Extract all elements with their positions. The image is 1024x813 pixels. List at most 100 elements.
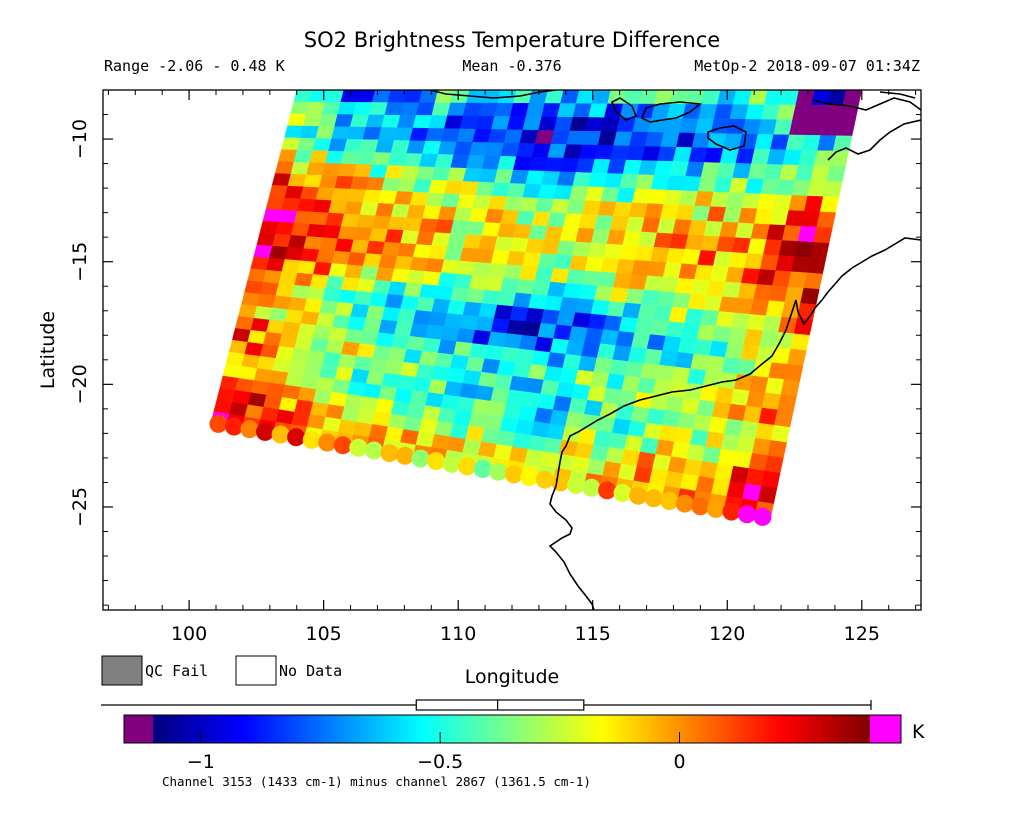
- swath-pixel: [440, 259, 461, 275]
- satellite-time-text: MetOp-2 2018-09-07 01:34Z: [694, 57, 920, 75]
- swath-pixel: [525, 307, 545, 324]
- swath-pixel: [275, 283, 295, 298]
- swath-edge-footprint: [240, 420, 259, 439]
- swath-pixel: [493, 304, 514, 321]
- swath-pixel: [406, 269, 426, 285]
- swath-pixel: [372, 411, 392, 428]
- swath-pixel: [287, 234, 307, 249]
- swath-pixel: [842, 90, 863, 106]
- swath-pixel: [250, 380, 270, 396]
- swath-pixel: [519, 197, 539, 212]
- swath-pixel: [284, 309, 305, 324]
- colorbar-gradient: [153, 715, 871, 743]
- swath-edge-footprint: [629, 486, 648, 505]
- swath-pixel: [297, 387, 317, 403]
- swath-edge-footprint: [660, 492, 679, 510]
- swath-pixel: [347, 316, 367, 332]
- swath-pixel: [334, 175, 354, 190]
- swath-pixel: [263, 394, 283, 410]
- swath-pixel: [331, 314, 351, 330]
- swath-pixel: [509, 169, 530, 185]
- swath-pixel: [272, 358, 292, 373]
- swath-edge-footprint: [691, 497, 710, 516]
- swath-pixel: [312, 199, 332, 214]
- swath-pixel: [241, 353, 261, 369]
- swath-pixel: [287, 297, 308, 312]
- swath-pixel: [475, 316, 495, 333]
- swath-edge-footprint: [738, 505, 756, 524]
- swath-pixel: [447, 233, 467, 249]
- qc-fail-label: QC Fail: [145, 662, 208, 680]
- swath-pixel: [774, 409, 794, 428]
- swath-pixel: [322, 224, 342, 239]
- swath-pixel: [306, 349, 326, 365]
- swath-pixel: [512, 362, 532, 379]
- no-data-swatch: [235, 655, 277, 686]
- swath-edge-footprint: [535, 470, 554, 489]
- swath-pixel: [315, 187, 335, 201]
- swath-pixel: [231, 328, 252, 343]
- swath-pixel: [403, 217, 423, 232]
- swath-pixel: [294, 272, 314, 287]
- swath-pixel: [777, 394, 797, 413]
- swath-edge-footprint: [442, 454, 461, 473]
- x-tick-label: 105: [306, 623, 342, 645]
- swath-pixel: [253, 368, 273, 384]
- swath-pixel: [434, 285, 454, 301]
- swath-pixel: [425, 392, 445, 409]
- swath-pixel: [764, 455, 784, 474]
- swath-pixel: [347, 252, 367, 267]
- swath-edge-footprint: [644, 489, 663, 508]
- swath-pixel: [509, 237, 529, 253]
- swath-pixel: [340, 406, 361, 423]
- coastline-island-4: [827, 119, 921, 161]
- swath-pixel: [813, 226, 833, 244]
- swath-pixel: [325, 212, 345, 227]
- swath-pixel: [531, 211, 551, 227]
- swath-pixel: [259, 220, 279, 235]
- swath-pixel: [384, 229, 404, 244]
- swath-pixel: [353, 290, 373, 306]
- swath-pixel: [222, 363, 242, 379]
- swath-pixel: [412, 179, 433, 194]
- swath-pixel: [331, 250, 351, 266]
- swath-pixel: [312, 325, 333, 340]
- swath-edge-footprint: [349, 438, 368, 457]
- swath-pixel: [770, 424, 791, 443]
- swath-edge-footprint: [209, 414, 228, 433]
- swath-pixel: [337, 353, 358, 370]
- swath-pixel: [365, 240, 386, 255]
- swath-pixel: [584, 186, 605, 202]
- swath-pixel: [303, 298, 323, 314]
- swath-pixel: [281, 259, 301, 274]
- swath-pixel: [403, 348, 423, 365]
- swath-pixel: [394, 321, 414, 337]
- swath-pixel: [836, 120, 856, 137]
- swath-pixel: [319, 300, 339, 315]
- swath-pixel: [306, 162, 326, 176]
- swath-pixel: [234, 316, 255, 331]
- swath-pixel: [422, 271, 442, 287]
- swath-pixel: [344, 393, 364, 410]
- swath-pixel: [490, 249, 511, 265]
- swath-pixel: [322, 351, 342, 367]
- swath-pixel: [519, 265, 539, 281]
- swath-pixel: [509, 306, 529, 322]
- swath-pixel: [253, 244, 273, 259]
- swath-pixel: [369, 357, 389, 374]
- swath-pixel: [767, 440, 787, 459]
- swath-pixel: [537, 253, 558, 269]
- x-tick-label: 125: [844, 623, 880, 645]
- swath-pixel: [387, 347, 407, 363]
- swath-pixel: [809, 242, 830, 259]
- swath-pixel: [250, 256, 270, 271]
- swath-pixel: [381, 241, 401, 257]
- swath-pixel: [487, 400, 507, 418]
- swath-pixel: [468, 343, 489, 359]
- swath-pixel: [359, 396, 379, 412]
- swath-pixel: [397, 374, 417, 391]
- swath-pixel: [350, 368, 370, 384]
- swath-pixel: [303, 174, 323, 188]
- swath-pixel: [444, 180, 464, 195]
- colorbar-ticks: −1 −0.5 0: [187, 732, 686, 773]
